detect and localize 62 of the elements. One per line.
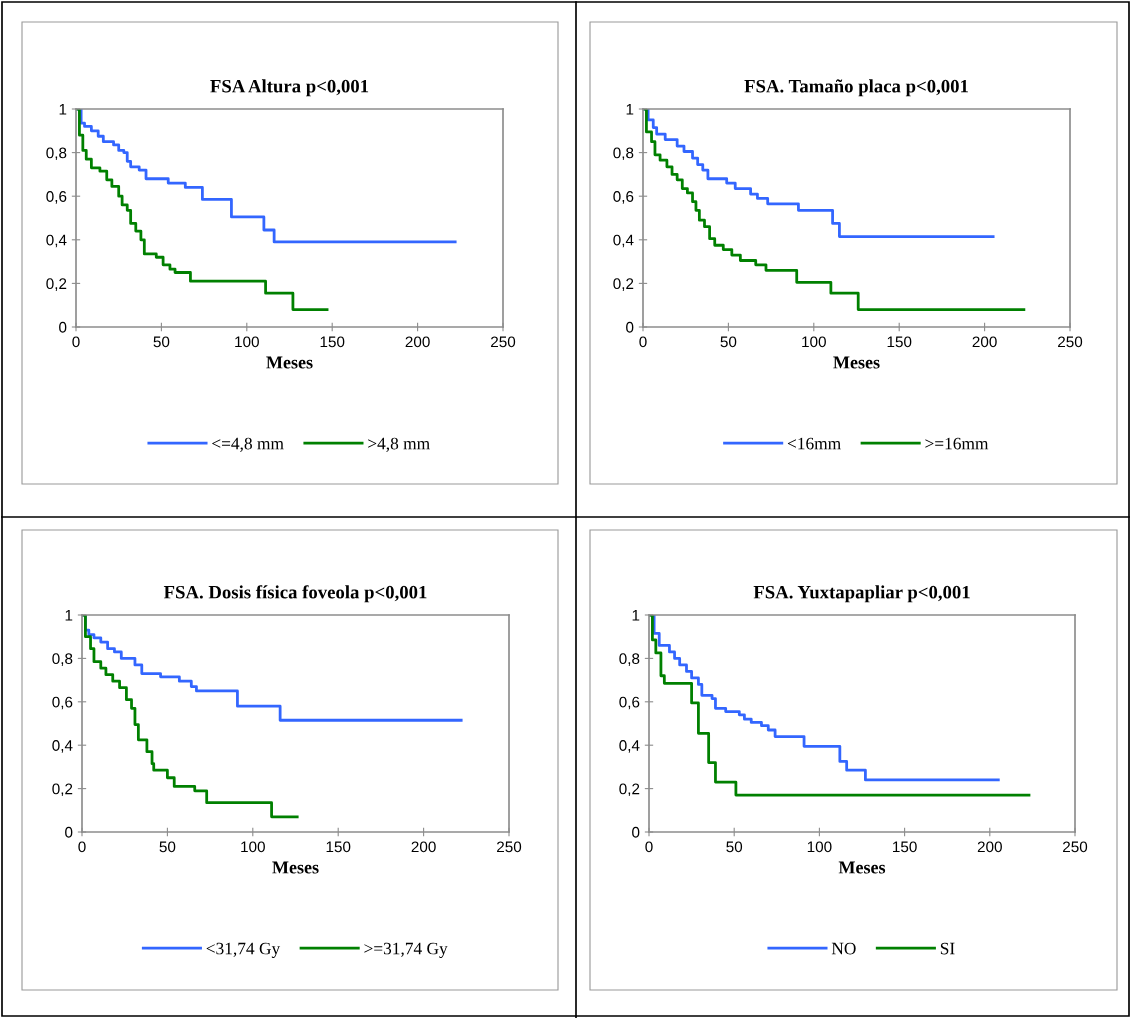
y-tick-label: 0,4	[613, 234, 634, 248]
y-tick-label: 0,4	[619, 740, 640, 753]
legend-label: >=31,74 Gy	[364, 942, 448, 958]
y-tick-label: 1	[626, 104, 634, 115]
y-tick-label: 0	[59, 321, 67, 333]
x-tick-label: 50	[720, 336, 737, 348]
y-tick-label: 0	[65, 826, 73, 838]
y-tick-label: 0,6	[46, 191, 67, 204]
x-tick-label: 200	[405, 336, 430, 348]
legend-label: <16mm	[787, 437, 841, 450]
legend-label: <=4,8 mm	[212, 437, 284, 452]
y-tick-label: 0,2	[613, 278, 634, 291]
x-axis-title: Meses	[838, 861, 886, 874]
y-tick-label: 0,8	[46, 147, 67, 161]
x-tick-label: 250	[1058, 336, 1083, 348]
x-tick-label: 200	[977, 841, 1002, 853]
y-tick-label: 1	[65, 610, 73, 621]
x-tick-label: 100	[235, 336, 259, 348]
legend-label: <31,74 Gy	[206, 942, 281, 958]
x-tick-label: 0	[645, 841, 653, 853]
y-tick-label: 0,2	[619, 783, 640, 797]
x-tick-label: 250	[1063, 841, 1088, 853]
chart-title: FSA. Tamaño placa p<0,001	[744, 79, 968, 97]
y-tick-label: 0,6	[613, 191, 634, 204]
x-tick-label: 50	[159, 841, 176, 853]
y-tick-label: 0	[632, 826, 640, 838]
chart-title: FSA. Yuxtapapliar p<0,001	[753, 585, 970, 603]
legend-label: >4,8 mm	[368, 437, 430, 452]
x-tick-label: 50	[726, 841, 743, 853]
y-tick-label: 0,8	[613, 147, 634, 161]
x-tick-label: 200	[411, 841, 436, 853]
chart-title: FSA. Dosis física foveola p<0,001	[163, 585, 427, 603]
x-tick-label: 0	[78, 841, 86, 853]
x-tick-label: 250	[491, 336, 516, 348]
x-tick-label: 250	[497, 841, 522, 853]
x-tick-label: 100	[802, 336, 826, 348]
x-axis-title: Meses	[833, 356, 880, 369]
y-tick-label: 0,2	[52, 783, 73, 797]
legend-label: >=16mm	[925, 437, 989, 450]
legend-label: NO	[831, 942, 856, 955]
x-tick-label: 150	[320, 336, 345, 348]
y-tick-label: 1	[59, 104, 67, 115]
x-axis-title: Meses	[272, 861, 319, 874]
y-tick-label: 1	[632, 610, 640, 621]
x-tick-label: 100	[241, 841, 265, 853]
x-tick-label: 100	[807, 841, 832, 853]
y-tick-label: 0,6	[52, 696, 73, 710]
y-tick-label: 0,2	[46, 278, 67, 291]
y-tick-label: 0,6	[619, 696, 640, 710]
x-tick-label: 150	[893, 841, 917, 853]
x-tick-label: 200	[972, 336, 997, 348]
y-tick-label: 0,4	[46, 234, 67, 248]
y-tick-label: 0	[626, 321, 634, 333]
legend-label: SI	[940, 942, 955, 955]
x-tick-label: 150	[887, 336, 912, 348]
x-tick-label: 50	[153, 336, 170, 348]
y-tick-label: 0,8	[619, 653, 640, 666]
x-axis-title: Meses	[266, 356, 313, 369]
x-tick-label: 150	[326, 841, 351, 853]
chart-title: FSA Altura p<0,001	[210, 79, 369, 97]
y-tick-label: 0,4	[52, 740, 73, 753]
y-tick-label: 0,8	[52, 653, 73, 666]
